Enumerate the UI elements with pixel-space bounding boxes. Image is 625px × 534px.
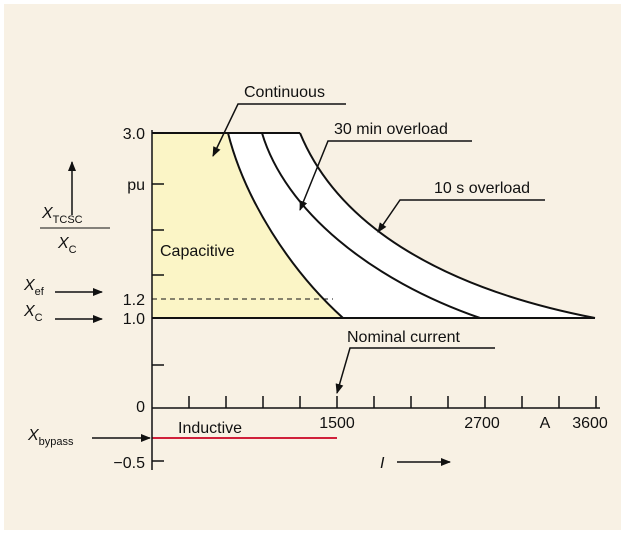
x-label: 2700 <box>464 415 500 432</box>
annotation: Capacitive <box>160 243 235 260</box>
10s-curve <box>299 132 596 319</box>
x-quantity: I <box>380 455 385 472</box>
annotation: Nominal current <box>347 329 460 346</box>
marker-xef: Xef <box>23 277 45 298</box>
marker-xc: XC <box>23 303 43 324</box>
overload-region <box>228 133 595 318</box>
x-ticks <box>188 396 597 408</box>
y-quantity-den: XC <box>57 235 77 256</box>
annotation: 10 s overload <box>434 180 530 197</box>
leader <box>212 103 346 157</box>
marker-xbypass: Xbypass <box>27 427 74 448</box>
y-label: 1.2 <box>123 292 145 309</box>
annotation: Inductive <box>178 420 242 437</box>
leader <box>335 347 495 394</box>
leader <box>299 140 472 211</box>
y-label: −0.5 <box>113 455 145 472</box>
y-label: 0 <box>136 399 145 416</box>
30min-curve <box>261 132 481 319</box>
y-ticks <box>152 132 164 462</box>
annotation: Continuous <box>244 84 325 101</box>
y-label: 1.0 <box>123 311 145 328</box>
y-quantity-num: XTCSC <box>41 205 83 226</box>
leader <box>377 199 545 233</box>
y-label: 3.0 <box>123 126 145 143</box>
continuous-region <box>152 133 343 318</box>
annotation: 30 min overload <box>334 121 448 138</box>
y-label: pu <box>127 177 145 194</box>
x-label: 1500 <box>319 415 355 432</box>
x-label: A <box>540 415 551 432</box>
x-label: 3600 <box>572 415 608 432</box>
